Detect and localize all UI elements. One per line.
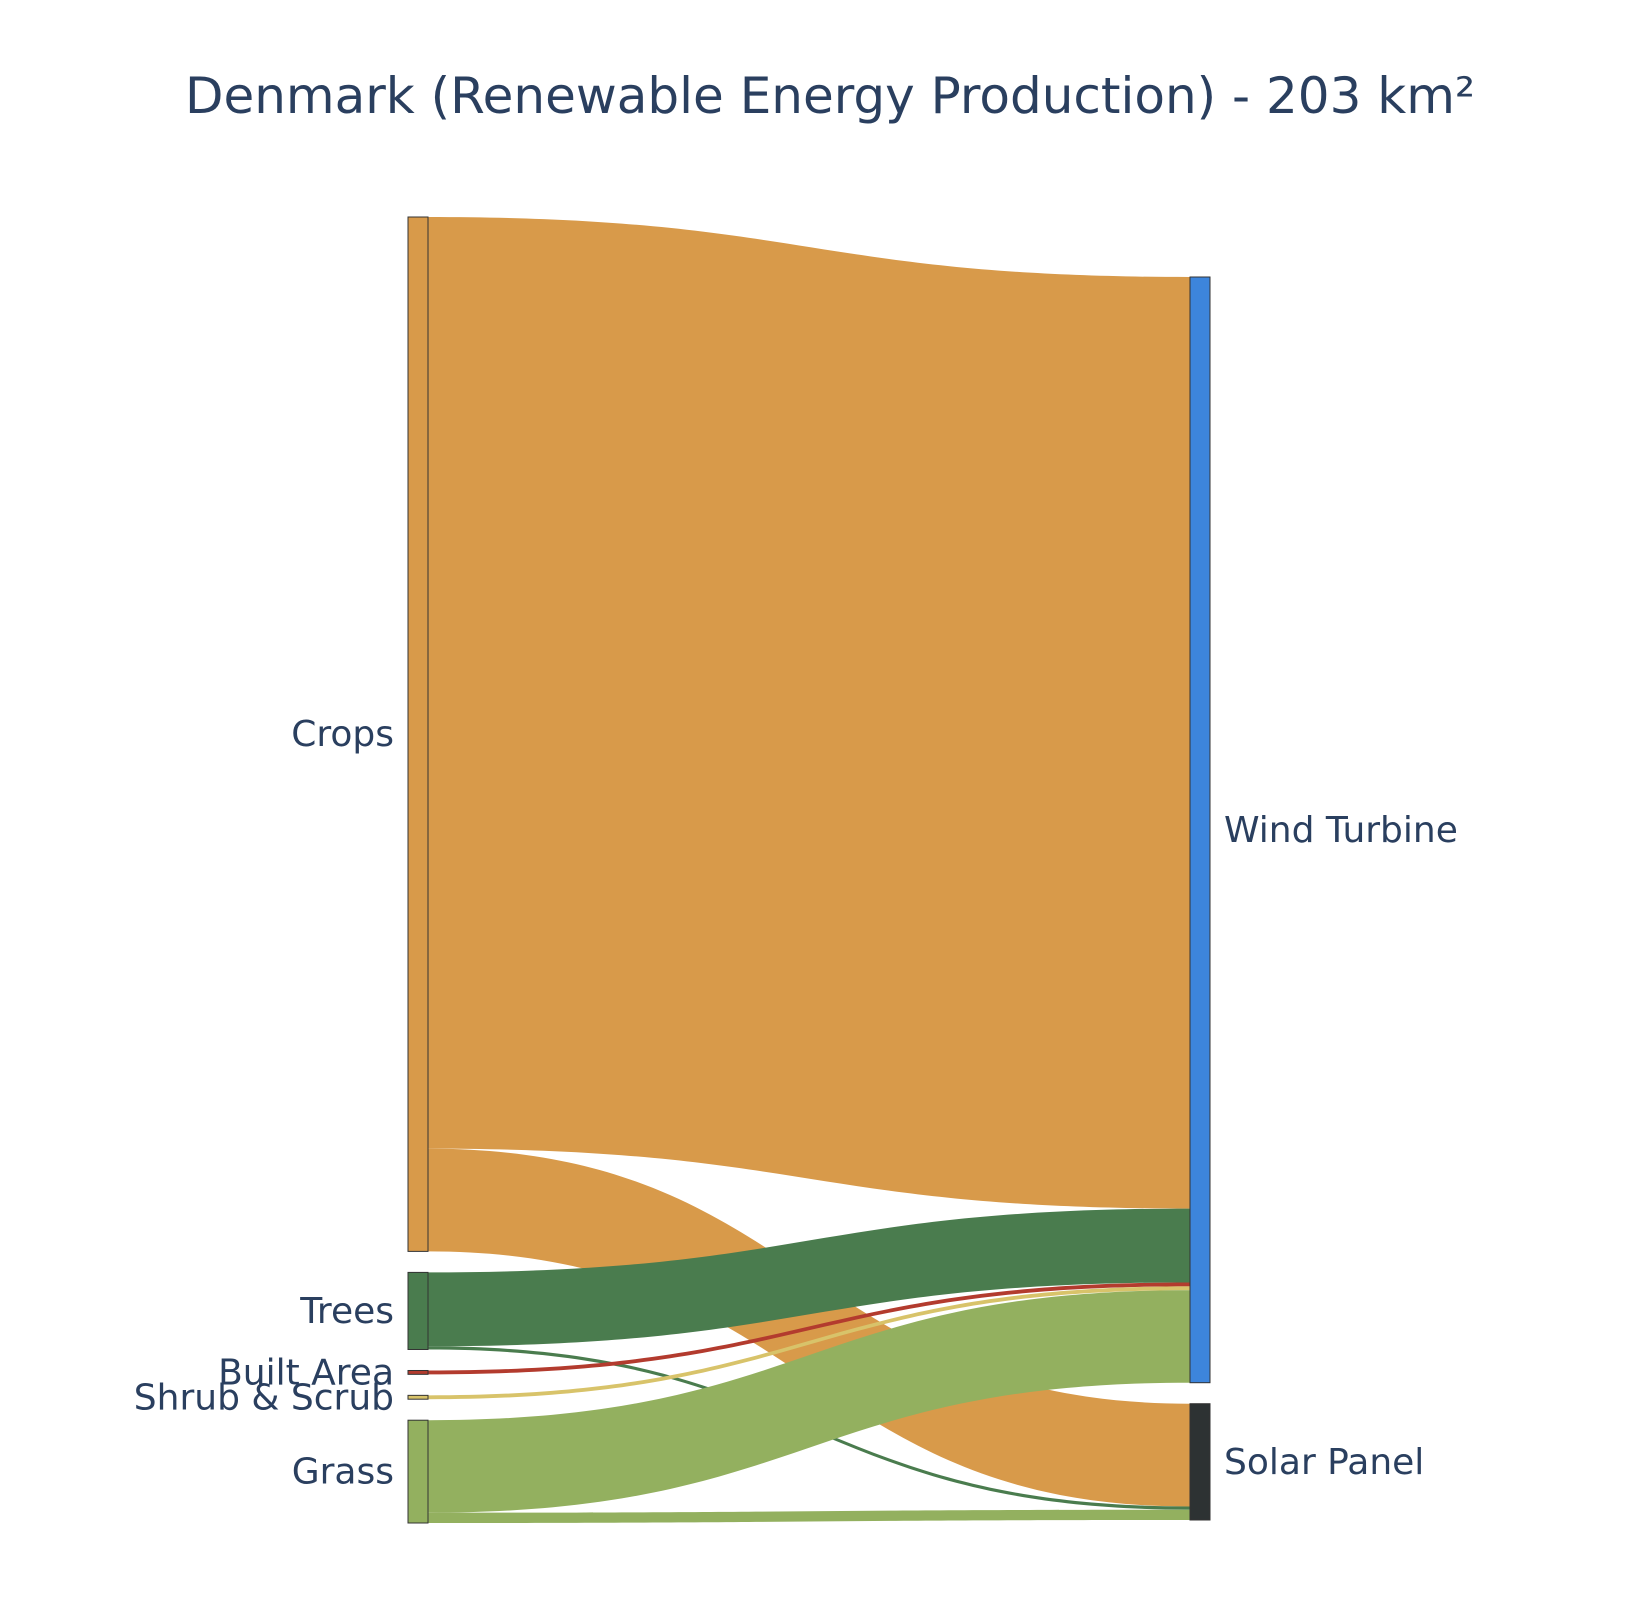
chart-title: Denmark (Renewable Energy Production) - … <box>185 67 1475 125</box>
node-label-grass: Grass <box>292 1452 394 1493</box>
node-label-crops: Crops <box>291 714 394 755</box>
node-wind-turbine[interactable] <box>1189 276 1211 1384</box>
node-built-area[interactable] <box>407 1369 429 1375</box>
node-solar-panel[interactable] <box>1189 1403 1211 1521</box>
link-built-area-to-wind-turbine[interactable] <box>428 1282 1190 1375</box>
node-grass[interactable] <box>407 1419 429 1524</box>
node-shrub-scrub[interactable] <box>407 1394 429 1400</box>
link-grass-to-solar-panel[interactable] <box>428 1509 1190 1523</box>
link-trees-to-wind-turbine[interactable] <box>428 1208 1190 1347</box>
link-grass-to-wind-turbine[interactable] <box>428 1290 1190 1513</box>
node-crops[interactable] <box>407 216 429 1252</box>
link-shrub-scrub-to-wind-turbine[interactable] <box>428 1286 1190 1400</box>
node-label-built-area: Built Area <box>218 1352 394 1393</box>
node-label-solar-panel: Solar Panel <box>1224 1442 1424 1483</box>
node-label-wind-turbine: Wind Turbine <box>1224 810 1458 851</box>
node-trees[interactable] <box>407 1271 429 1350</box>
link-crops-to-wind-turbine[interactable] <box>428 217 1190 1209</box>
node-label-shrub-scrub: Shrub & Scrub <box>134 1377 394 1418</box>
sankey-nodes <box>407 216 1211 1524</box>
sankey-links <box>428 217 1190 1523</box>
node-label-trees: Trees <box>299 1291 394 1332</box>
